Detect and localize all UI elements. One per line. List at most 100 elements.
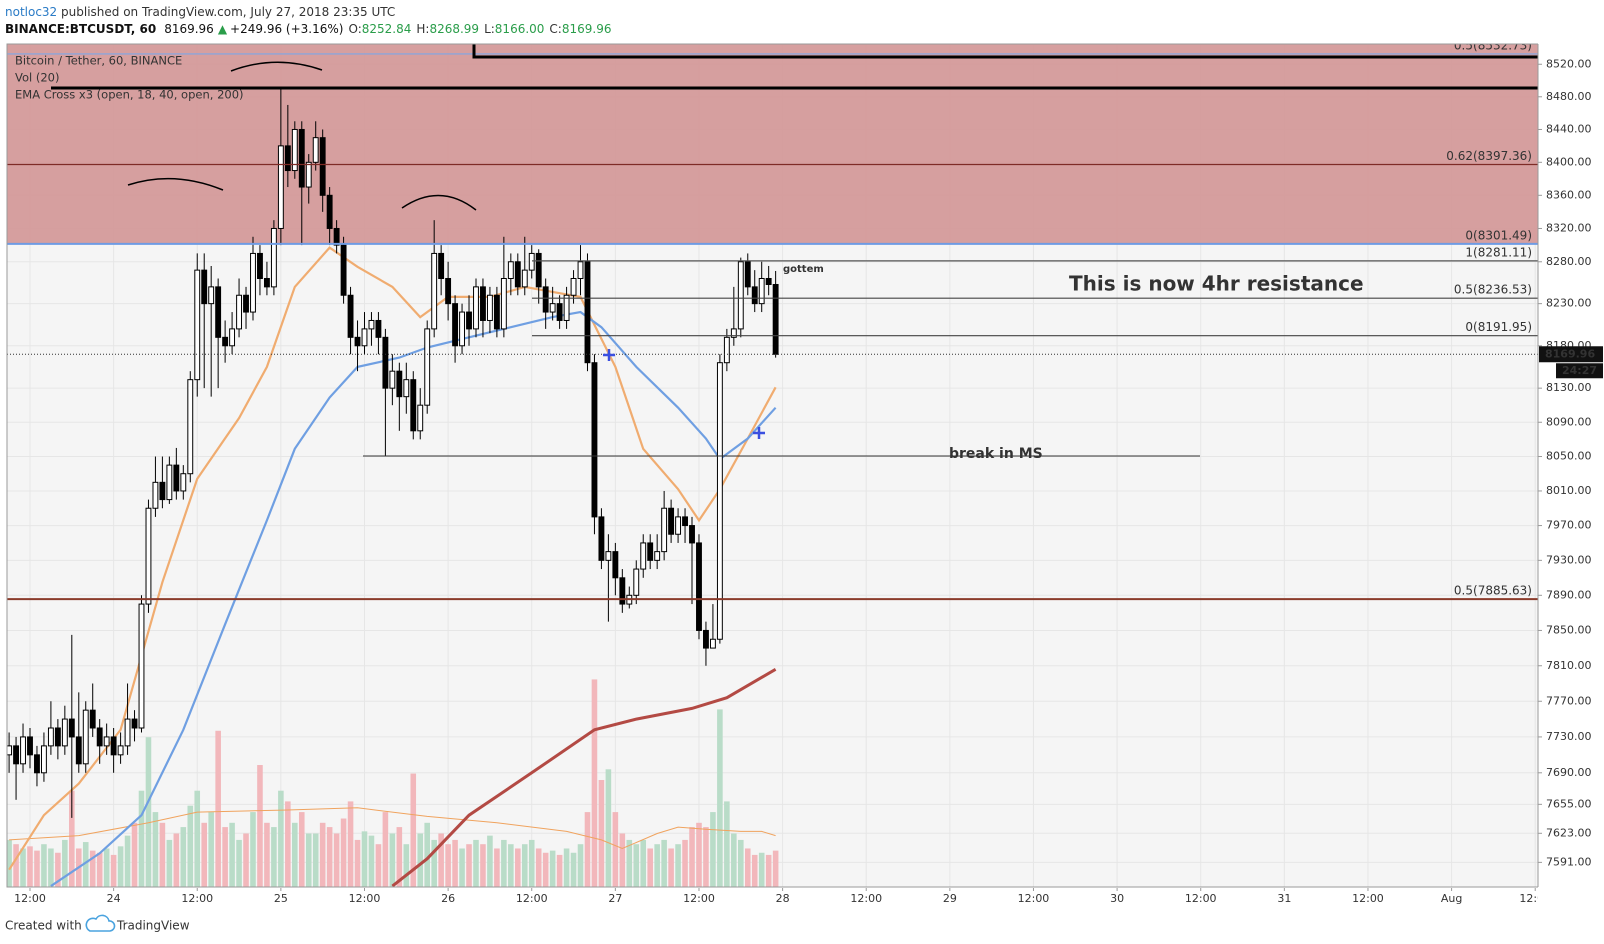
volume-bar (452, 839, 458, 887)
x-tick-label: 30 (1110, 892, 1124, 905)
candle-body (61, 718, 68, 747)
volume-bar (459, 848, 465, 887)
volume-bar (487, 835, 493, 887)
candle-body (187, 379, 194, 475)
x-tick-label: Aug (1441, 892, 1462, 905)
candle-body (521, 269, 528, 288)
volume-bar (89, 850, 96, 887)
ohlc-key: O: (348, 22, 361, 36)
candle-body (703, 629, 709, 649)
candle-body (194, 269, 201, 381)
candle-body (347, 294, 354, 338)
level-label: 0.5(8532.73) (1454, 38, 1532, 52)
y-tick-label: 8230.00 (1546, 297, 1592, 310)
indicator-lines (8, 246, 777, 887)
level-label: 1(8281.11) (1465, 245, 1532, 259)
candle-body (382, 336, 389, 389)
candle-body (340, 244, 347, 296)
volume-bar (368, 835, 375, 887)
header-line: notloc32 published on TradingView.com, J… (5, 5, 395, 19)
volume-bar (696, 822, 702, 887)
candle-body (493, 294, 500, 330)
candle-body (54, 727, 61, 747)
candle-body (751, 286, 758, 305)
shoulder-arc (127, 177, 224, 191)
volume-bar (417, 833, 424, 887)
author[interactable]: notloc32 (5, 5, 57, 19)
candle-body (124, 718, 131, 747)
volume-bar (535, 848, 542, 887)
head-arc (230, 61, 323, 72)
candle-body (20, 736, 26, 765)
volume-bar (431, 839, 437, 887)
y-tick-label: 8400.00 (1546, 155, 1592, 168)
volume-bar (494, 848, 500, 887)
axes: 8520.00 8480.00 8440.00 8400.00 8360.00 8320.… (1537, 0, 1604, 888)
candle-body (82, 709, 89, 765)
candle-body (758, 277, 765, 305)
candle-body (514, 261, 521, 288)
candle-body (173, 464, 180, 492)
candle-body (166, 464, 173, 501)
y-tick-label: 7810.00 (1546, 659, 1592, 672)
x-tick-label: 27 (608, 892, 622, 905)
candle-body (696, 542, 702, 631)
volume-bar (298, 812, 305, 887)
level-label: 0.5(8236.53) (1454, 283, 1532, 297)
volume-bar (243, 833, 249, 887)
volume-bar (751, 854, 758, 887)
volume-bar (250, 812, 256, 887)
volume-bar (55, 852, 61, 887)
ema-line (391, 668, 777, 887)
candle-body (473, 286, 479, 330)
volume-bar (278, 790, 284, 887)
volume-bar (508, 844, 514, 887)
candle-body (507, 261, 514, 279)
candle-body (556, 303, 563, 321)
volume-bar (215, 730, 221, 887)
volume-bar (347, 801, 354, 887)
volume-bar (333, 833, 340, 887)
volume-bar (570, 852, 577, 887)
candle-body (138, 603, 145, 729)
volume-bar (257, 765, 263, 887)
legend-entry: Vol (20) (15, 71, 59, 85)
volume-bar (48, 848, 54, 887)
candle-body (682, 516, 688, 527)
y-tick-label: 8130.00 (1546, 381, 1592, 394)
volume-bar (264, 822, 270, 887)
candle-body (459, 311, 465, 347)
candle-body (584, 261, 591, 364)
volume-bar (577, 844, 584, 887)
volume-bar (7, 839, 12, 887)
annotations: This is now 4hr resistance break in MS got… (783, 264, 1364, 462)
candle-body (772, 283, 779, 355)
candle-body (675, 516, 682, 535)
x-tick-label: 12:00 (349, 892, 381, 905)
volume-bar (654, 844, 660, 887)
volume-bar (682, 839, 688, 887)
x-tick-label: 12:00 (1018, 892, 1050, 905)
volume-bar (584, 812, 591, 887)
volume-bar (731, 833, 737, 887)
volume-bar (82, 842, 89, 887)
volume-bar (138, 790, 145, 887)
candle-body (716, 362, 723, 640)
volume-bar (689, 827, 695, 887)
volume-bar (194, 790, 201, 887)
volume-bar (173, 833, 180, 887)
candle-body (744, 261, 751, 288)
candle-body (577, 261, 584, 279)
candle-body (368, 319, 375, 330)
candle-body (410, 379, 417, 432)
volume-bar (396, 827, 403, 887)
resistance-zone (7, 44, 1538, 244)
volume-bar (201, 822, 207, 887)
candle-body (222, 336, 229, 347)
candle-body (486, 294, 493, 321)
volume-bar (410, 773, 417, 887)
brand[interactable]: TradingView (116, 919, 190, 933)
x-tick-label: 12:00 (1352, 892, 1384, 905)
candle-body (661, 507, 668, 553)
